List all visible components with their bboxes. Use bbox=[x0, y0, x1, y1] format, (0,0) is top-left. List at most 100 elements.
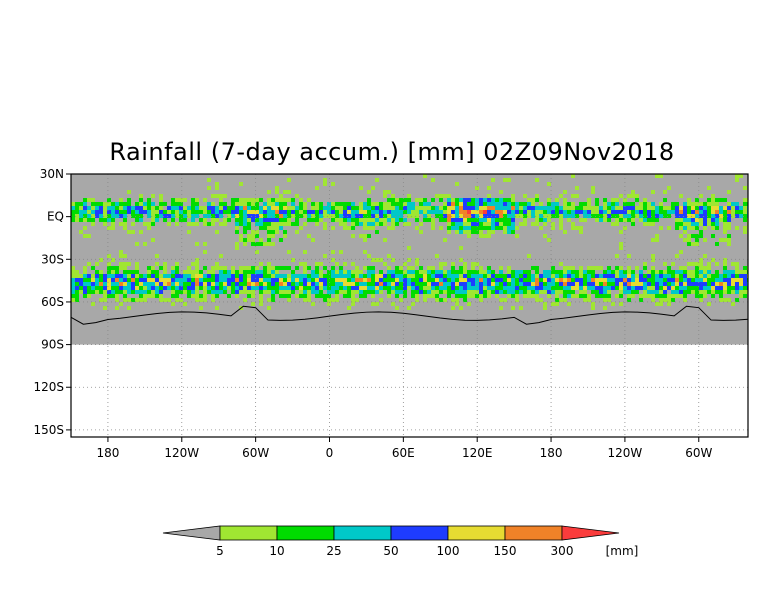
rain-cell bbox=[331, 270, 335, 274]
rain-cell bbox=[235, 222, 239, 226]
rain-cell bbox=[691, 226, 695, 230]
rain-cell bbox=[503, 290, 507, 294]
rain-cell bbox=[431, 274, 435, 278]
rain-cell bbox=[87, 198, 91, 202]
rain-cell bbox=[695, 274, 699, 278]
rain-cell bbox=[571, 210, 575, 214]
rain-cell bbox=[611, 278, 615, 282]
rain-cell bbox=[427, 290, 431, 294]
rain-cell bbox=[255, 278, 259, 282]
rain-cell bbox=[631, 286, 635, 290]
rain-cell bbox=[739, 214, 743, 218]
rain-cell bbox=[575, 214, 579, 218]
rain-cell bbox=[463, 266, 467, 270]
rain-cell bbox=[459, 226, 463, 230]
rain-cell bbox=[683, 210, 687, 214]
rain-cell bbox=[263, 202, 267, 206]
rain-cell bbox=[739, 206, 743, 210]
rain-cell bbox=[231, 266, 235, 270]
rain-cell bbox=[699, 258, 703, 262]
rain-cell bbox=[311, 286, 315, 290]
rain-cell bbox=[547, 286, 551, 290]
rain-cell bbox=[395, 222, 399, 226]
rain-cell bbox=[295, 282, 299, 286]
rain-cell bbox=[427, 202, 431, 206]
rain-cell bbox=[239, 238, 243, 242]
rain-cell bbox=[607, 286, 611, 290]
rain-cell bbox=[555, 302, 559, 306]
rain-cell bbox=[227, 218, 231, 222]
rain-cell bbox=[519, 286, 523, 290]
rain-cell bbox=[303, 262, 307, 266]
rain-cell bbox=[503, 230, 507, 234]
rain-cell bbox=[263, 210, 267, 214]
rain-cell bbox=[667, 206, 671, 210]
rain-cell bbox=[131, 214, 135, 218]
rain-cell bbox=[379, 298, 383, 302]
rain-cell bbox=[503, 286, 507, 290]
rain-cell bbox=[655, 290, 659, 294]
rain-cell bbox=[123, 206, 127, 210]
rain-cell bbox=[599, 294, 603, 298]
rain-cell bbox=[95, 282, 99, 286]
rain-cell bbox=[487, 282, 491, 286]
rain-cell bbox=[619, 266, 623, 270]
rain-cell bbox=[579, 202, 583, 206]
rain-cell bbox=[371, 214, 375, 218]
rain-cell bbox=[383, 190, 387, 194]
rain-cell bbox=[131, 286, 135, 290]
x-tick-label: 120E bbox=[462, 446, 493, 460]
rain-cell bbox=[491, 282, 495, 286]
rain-cell bbox=[699, 286, 703, 290]
rain-cell bbox=[107, 218, 111, 222]
rain-cell bbox=[687, 206, 691, 210]
rain-cell bbox=[651, 210, 655, 214]
rain-cell bbox=[639, 202, 643, 206]
rain-cell bbox=[735, 202, 739, 206]
rain-cell bbox=[183, 282, 187, 286]
rain-cell bbox=[447, 230, 451, 234]
rain-cell bbox=[551, 270, 555, 274]
rain-cell bbox=[647, 294, 651, 298]
rain-cell bbox=[171, 294, 175, 298]
rain-cell bbox=[247, 278, 251, 282]
rain-cell bbox=[199, 274, 203, 278]
rain-cell bbox=[559, 210, 563, 214]
rain-cell bbox=[735, 270, 739, 274]
rain-cell bbox=[595, 278, 599, 282]
rain-cell bbox=[691, 206, 695, 210]
rain-cell bbox=[335, 270, 339, 274]
rain-cell bbox=[723, 214, 727, 218]
rain-cell bbox=[207, 186, 211, 190]
rain-cell bbox=[211, 282, 215, 286]
rain-cell bbox=[235, 282, 239, 286]
rain-cell bbox=[547, 278, 551, 282]
rain-cell bbox=[311, 218, 315, 222]
rain-cell bbox=[707, 278, 711, 282]
rain-cell bbox=[207, 282, 211, 286]
rain-cell bbox=[635, 266, 639, 270]
rain-cell bbox=[723, 274, 727, 278]
rain-cell bbox=[691, 290, 695, 294]
rain-cell bbox=[139, 202, 143, 206]
rain-cell bbox=[331, 258, 335, 262]
rain-cell bbox=[407, 210, 411, 214]
rain-cell bbox=[615, 266, 619, 270]
rain-cell bbox=[115, 274, 119, 278]
rain-cell bbox=[203, 222, 207, 226]
rain-cell bbox=[327, 202, 331, 206]
rain-cell bbox=[111, 294, 115, 298]
rain-cell bbox=[739, 278, 743, 282]
rain-cell bbox=[507, 214, 511, 218]
rain-cell bbox=[683, 294, 687, 298]
rain-cell bbox=[507, 198, 511, 202]
rain-cell bbox=[627, 266, 631, 270]
rain-cell bbox=[387, 282, 391, 286]
rain-cell bbox=[459, 290, 463, 294]
rain-cell bbox=[655, 282, 659, 286]
rain-cell bbox=[499, 218, 503, 222]
rain-cell bbox=[243, 242, 247, 246]
rain-cell bbox=[631, 222, 635, 226]
rain-cell bbox=[291, 286, 295, 290]
rain-cell bbox=[507, 282, 511, 286]
